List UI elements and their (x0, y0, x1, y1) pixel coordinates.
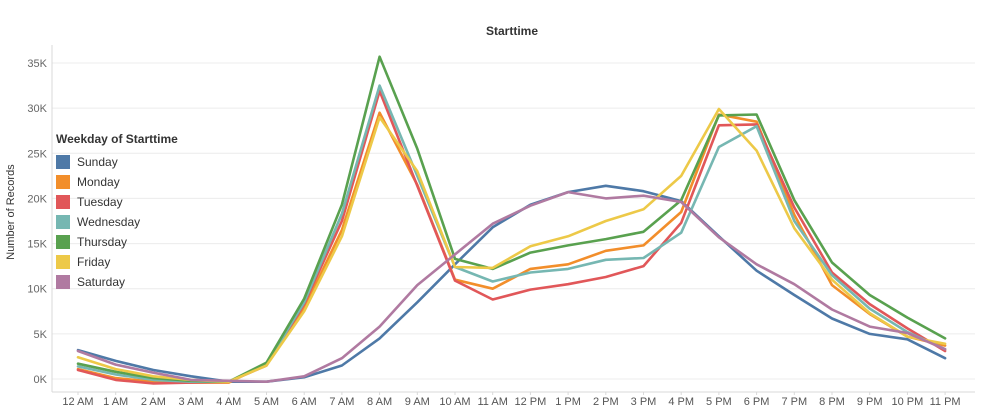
x-tick-label: 12 PM (515, 396, 547, 408)
y-tick-label: 30K (27, 103, 47, 115)
y-tick-label: 15K (27, 239, 47, 251)
legend-label: Wednesday (77, 215, 141, 229)
x-tick-label: 8 AM (367, 396, 392, 408)
legend-item-wednesday[interactable]: Wednesday (56, 212, 178, 232)
x-tick-label: 4 PM (668, 396, 694, 408)
x-tick-label: 9 PM (857, 396, 883, 408)
x-tick-label: 1 PM (555, 396, 581, 408)
y-tick-label: 10K (27, 284, 47, 296)
legend-label: Thursday (77, 235, 128, 249)
chart-title: Starttime (486, 24, 538, 38)
legend-items: Sunday Monday Tuesday Wednesday Thursday Frid… (56, 152, 178, 292)
axes-layer: 0K 5K 10K 15K 20K 25K 30K 35K 12 AM 1 AM 2 AM 3 AM 4… (27, 45, 975, 408)
x-tick-label: 2 PM (593, 396, 619, 408)
y-axis-label: Number of Records (5, 164, 17, 260)
legend-swatch (56, 195, 70, 209)
legend-item-friday[interactable]: Friday (56, 252, 178, 272)
y-tick-label: 5K (34, 329, 48, 341)
x-tick-label: 5 PM (706, 396, 732, 408)
y-tick-label: 35K (27, 58, 47, 70)
x-tick-label: 9 AM (405, 396, 430, 408)
legend-swatch (56, 235, 70, 249)
legend-swatch (56, 275, 70, 289)
series-layer (76, 55, 947, 385)
legend-label: Monday (77, 175, 120, 189)
grid-layer (52, 62, 975, 380)
legend-item-thursday[interactable]: Thursday (56, 232, 178, 252)
legend-swatch (56, 175, 70, 189)
x-tick-label: 11 PM (930, 396, 961, 408)
legend-label: Tuesday (77, 195, 123, 209)
y-tick-label: 25K (27, 148, 47, 160)
x-tick-label: 7 AM (329, 396, 354, 408)
x-tick-label: 8 PM (819, 396, 845, 408)
x-tick-label: 12 AM (62, 396, 93, 408)
legend-label: Saturday (77, 275, 126, 289)
x-tick-label: 4 AM (216, 396, 241, 408)
legend-swatch (56, 215, 70, 229)
x-tick-label: 5 AM (254, 396, 279, 408)
series-line-thursday (76, 55, 947, 384)
legend-item-sunday[interactable]: Sunday (56, 152, 178, 172)
x-tick-label: 2 AM (141, 396, 166, 408)
legend-label: Friday (77, 255, 111, 269)
x-tick-label: 10 PM (892, 396, 924, 408)
x-tick-label: 3 AM (179, 396, 204, 408)
legend-item-monday[interactable]: Monday (56, 172, 178, 192)
legend-item-tuesday[interactable]: Tuesday (56, 192, 178, 212)
x-tick-label: 3 PM (631, 396, 657, 408)
legend: Weekday of Starttime Sunday Monday Tuesday… (56, 132, 178, 292)
y-tick-label: 20K (27, 193, 47, 205)
y-tick-label: 0K (34, 374, 48, 386)
series-line-tuesday (76, 89, 947, 385)
legend-item-saturday[interactable]: Saturday (56, 272, 178, 292)
x-tick-label: 7 PM (781, 396, 807, 408)
legend-swatch (56, 255, 70, 269)
x-tick-label: 6 AM (292, 396, 317, 408)
x-tick-label: 1 AM (103, 396, 128, 408)
x-tick-label: 10 AM (439, 396, 470, 408)
x-tick-label: 6 PM (744, 396, 770, 408)
x-tick-label: 11 AM (478, 396, 508, 408)
legend-label: Sunday (77, 155, 118, 169)
legend-title: Weekday of Starttime (56, 132, 178, 146)
series-line-saturday (76, 190, 947, 384)
legend-swatch (56, 155, 70, 169)
